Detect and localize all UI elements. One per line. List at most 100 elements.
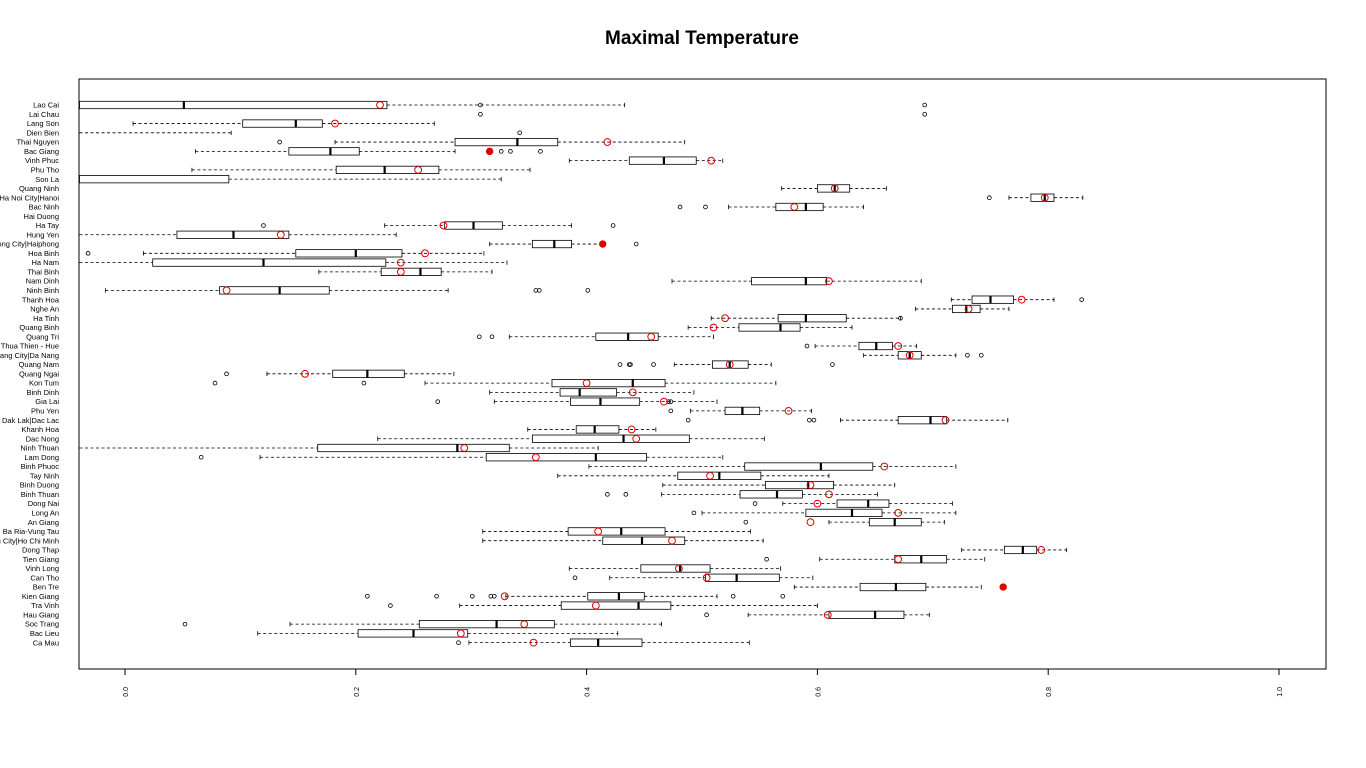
mean-marker bbox=[222, 286, 231, 295]
category-label: Dong Thap bbox=[22, 546, 59, 555]
category-label: Ho Chi Minh City|Ho Chi Minh bbox=[0, 536, 59, 545]
box bbox=[705, 573, 780, 582]
outlier-point bbox=[677, 204, 683, 210]
mean-marker bbox=[520, 620, 529, 629]
category-label: Nam Dinh bbox=[26, 277, 59, 286]
category-label: Soc Trang bbox=[25, 620, 59, 629]
mean-marker bbox=[675, 564, 683, 573]
outlier-point bbox=[478, 111, 483, 117]
mean-marker bbox=[627, 425, 636, 434]
outlier-point bbox=[470, 594, 475, 599]
outlier-point bbox=[691, 510, 697, 516]
mean-marker bbox=[460, 444, 469, 452]
box bbox=[805, 508, 883, 517]
category-label: Hau Giang bbox=[23, 610, 59, 619]
mean-marker bbox=[999, 583, 1007, 591]
category-label: Dien Bien bbox=[26, 128, 59, 137]
category-label: Binh Dinh bbox=[26, 388, 59, 397]
category-label: Ninh Thuan bbox=[20, 444, 59, 453]
box bbox=[570, 638, 643, 647]
outlier-point bbox=[704, 612, 709, 618]
outlier-point bbox=[261, 223, 266, 228]
mean-marker bbox=[702, 573, 711, 582]
mean-marker bbox=[500, 592, 509, 601]
box bbox=[971, 295, 1014, 304]
category-label: Quang Ngai bbox=[19, 369, 59, 378]
outlier-point bbox=[628, 362, 633, 367]
outlier-point bbox=[651, 362, 656, 367]
mean-marker bbox=[709, 323, 718, 332]
plot-frame bbox=[78, 78, 1327, 670]
box bbox=[775, 202, 824, 212]
category-label: Ninh Binh bbox=[26, 286, 59, 295]
category-label: Binh Phuoc bbox=[21, 462, 60, 471]
outlier-point bbox=[752, 501, 758, 506]
box bbox=[317, 443, 510, 453]
x-tick-label: 0.8 bbox=[1046, 687, 1053, 697]
category-label: Hai Duong bbox=[24, 212, 59, 221]
outlier-point bbox=[536, 288, 542, 293]
mean-marker bbox=[813, 499, 822, 508]
outlier-point bbox=[605, 492, 610, 497]
outlier-point bbox=[572, 575, 578, 581]
mean-marker bbox=[806, 481, 815, 489]
box bbox=[332, 369, 405, 378]
box bbox=[79, 100, 388, 110]
category-label: Ba Ria-Vung Tau bbox=[3, 527, 59, 536]
mean-marker bbox=[456, 629, 465, 638]
box bbox=[288, 147, 360, 156]
box bbox=[418, 620, 555, 629]
category-label: Bac Lieu bbox=[30, 629, 59, 638]
category-label: Tay Ninh bbox=[30, 471, 59, 480]
mean-marker bbox=[485, 147, 494, 156]
box bbox=[531, 239, 572, 249]
mean-marker bbox=[721, 314, 729, 323]
box bbox=[744, 462, 874, 471]
outlier-point bbox=[623, 492, 629, 497]
category-label: Binh Duong bbox=[20, 481, 59, 490]
mean-marker bbox=[941, 416, 950, 425]
box bbox=[454, 137, 559, 147]
category-label: Son La bbox=[35, 175, 60, 184]
category-label: Thai Nguyen bbox=[16, 138, 59, 147]
box bbox=[751, 277, 828, 286]
category-label: Hoa Binh bbox=[28, 249, 59, 258]
outlier-point bbox=[435, 399, 441, 404]
mean-marker bbox=[396, 267, 405, 276]
outlier-point bbox=[456, 640, 461, 645]
mean-marker bbox=[529, 638, 538, 647]
outlier-point bbox=[388, 603, 393, 608]
outlier-point bbox=[703, 204, 708, 210]
box bbox=[602, 536, 686, 545]
category-label: Lam Dong bbox=[24, 453, 59, 462]
category-label: Hung Yen bbox=[26, 230, 59, 239]
box bbox=[560, 601, 672, 610]
outlier-point bbox=[517, 130, 522, 136]
box bbox=[559, 388, 618, 397]
x-tick-label: 0.6 bbox=[815, 687, 822, 697]
box bbox=[739, 490, 803, 499]
outlier-point bbox=[1079, 297, 1084, 302]
outlier-point bbox=[965, 352, 970, 358]
box bbox=[817, 184, 851, 193]
outlier-point bbox=[898, 315, 903, 321]
outlier-point bbox=[434, 594, 439, 599]
mean-marker bbox=[531, 453, 540, 462]
box bbox=[628, 156, 697, 165]
mean-marker bbox=[421, 249, 429, 258]
mean-marker bbox=[331, 119, 339, 128]
category-label: Dong Nai bbox=[28, 499, 60, 508]
outlier-point bbox=[830, 362, 835, 367]
outlier-point bbox=[224, 371, 229, 377]
mean-marker bbox=[830, 184, 839, 193]
outlier-point bbox=[730, 594, 736, 599]
box bbox=[587, 592, 645, 601]
outlier-point bbox=[277, 139, 282, 145]
category-label: Da Nang City|Da Nang bbox=[0, 351, 59, 360]
category-label: Tra Vinh bbox=[31, 601, 59, 610]
mean-marker bbox=[905, 351, 914, 360]
mean-marker bbox=[276, 230, 285, 239]
mean-marker bbox=[591, 601, 600, 610]
box bbox=[485, 453, 648, 462]
box bbox=[575, 425, 620, 434]
